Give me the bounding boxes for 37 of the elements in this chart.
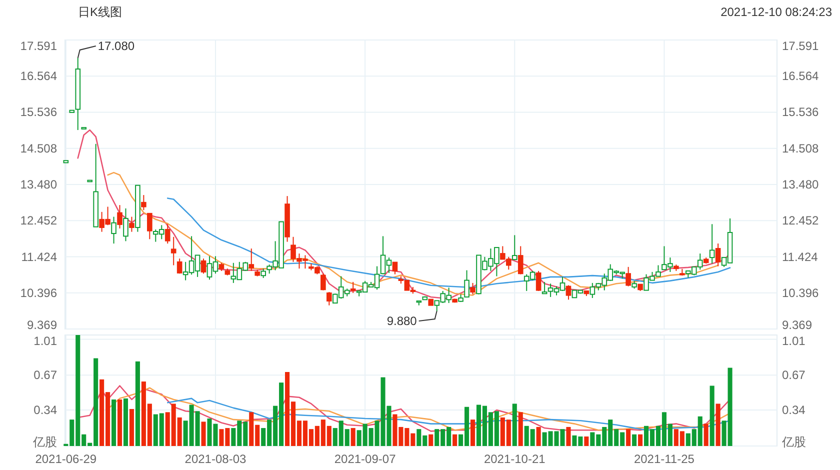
y-tick-label: 15.536 — [20, 105, 58, 120]
y-tick-label: 17.591 — [20, 39, 58, 53]
y2-tick-label: 10.396 — [782, 286, 820, 300]
x-tick-label: 2021-10-21 — [484, 452, 546, 466]
y2-tick-label: 0.34 — [782, 403, 806, 418]
y2-tick-label: 14.508 — [782, 141, 820, 156]
x-tick-label: 2021-09-07 — [334, 452, 396, 466]
y-tick-label: 1.01 — [34, 334, 58, 348]
x-tick-label: 2021-06-29 — [35, 452, 97, 466]
y-tick-label: 亿股 — [32, 435, 57, 449]
y-tick-label: 10.396 — [20, 286, 58, 300]
y-tick-label: 0.34 — [34, 403, 58, 418]
annotation: 17.080 — [98, 38, 135, 53]
annotation: 9.880 — [386, 314, 418, 328]
y2-tick-label: 12.452 — [782, 214, 820, 228]
y-tick-label: 11.424 — [21, 250, 58, 264]
x-tick-label: 2021-08-03 — [184, 452, 246, 466]
y2-tick-label: 13.480 — [782, 178, 820, 192]
x-tick-label: 2021-11-25 — [634, 452, 695, 466]
y2-tick-label: 17.591 — [782, 39, 820, 53]
y2-tick-label: 0.67 — [782, 368, 806, 382]
annotation: 9.880 — [386, 310, 438, 328]
y2-tick-label: 11.424 — [782, 250, 818, 264]
chart-title: 日K线图 — [78, 5, 122, 19]
y2-tick-label: 亿股 — [781, 435, 806, 449]
annotation: 17.080 — [77, 38, 135, 58]
y-tick-label: 14.508 — [20, 141, 58, 156]
y2-tick-label: 16.564 — [782, 69, 820, 84]
y2-tick-label: 9.369 — [782, 318, 812, 332]
y-tick-label: 13.480 — [20, 178, 58, 192]
y-tick-label: 0.67 — [34, 368, 58, 382]
y-tick-label: 9.369 — [26, 318, 58, 332]
text: 2021-12-10 08:24:23 — [720, 5, 832, 19]
y-tick-label: 16.564 — [20, 69, 58, 84]
y2-tick-label: 1.01 — [782, 334, 806, 348]
y2-tick-label: 15.536 — [782, 105, 820, 120]
y-tick-label: 12.452 — [20, 214, 58, 228]
